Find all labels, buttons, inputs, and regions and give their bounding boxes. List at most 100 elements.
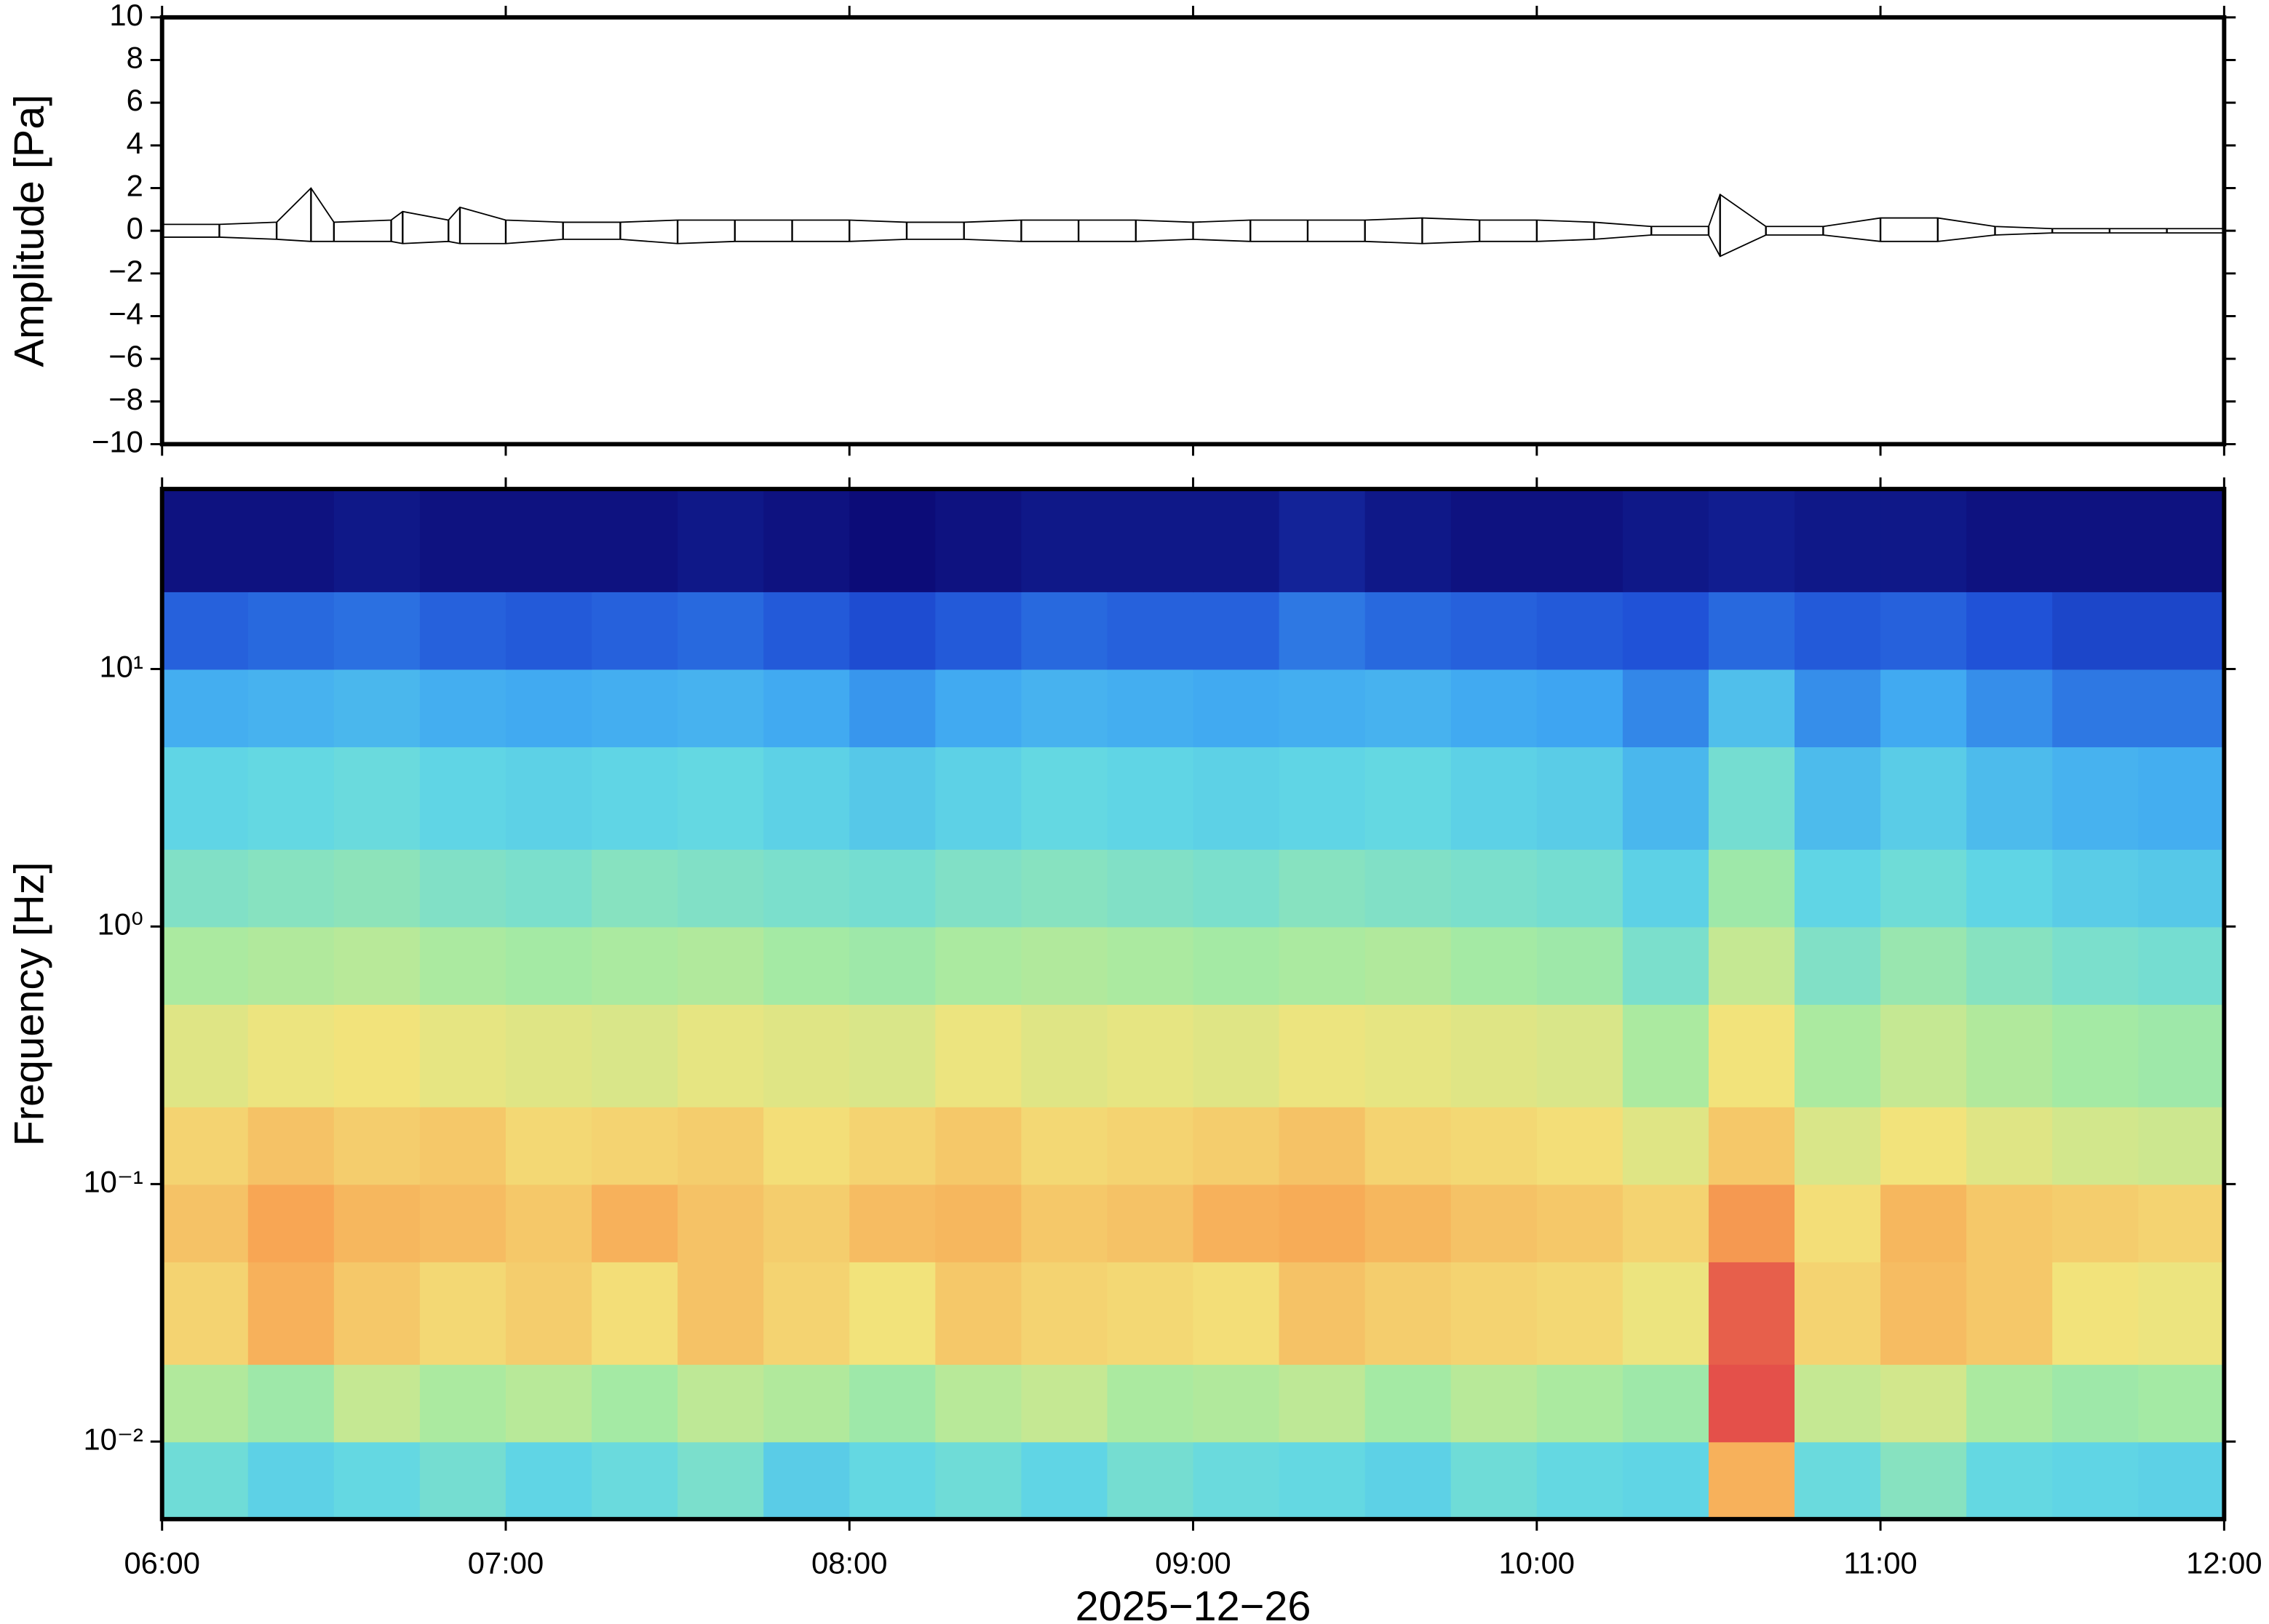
heat-cell: [592, 1003, 679, 1107]
heat-cell: [1193, 669, 1280, 748]
heat-cell: [1021, 1184, 1108, 1262]
heat-cell: [1966, 591, 2054, 670]
heat-cell: [849, 1364, 937, 1443]
heat-cell: [162, 1106, 249, 1185]
heat-cell: [2052, 1441, 2139, 1520]
heat-cell: [935, 848, 1022, 928]
heat-cell: [1536, 1184, 1624, 1262]
heat-cell: [592, 669, 679, 748]
heat-cell: [1708, 747, 1796, 850]
heat-cell: [592, 1261, 679, 1365]
heat-cell: [162, 669, 249, 748]
heat-cell: [1364, 489, 1452, 592]
x-tick-label: 10:00: [1499, 1546, 1575, 1580]
heat-cell: [333, 1106, 421, 1185]
heat-cell: [1795, 489, 1882, 592]
heat-cell: [935, 591, 1022, 670]
heat-cell: [1795, 669, 1882, 748]
heat-cell: [1880, 1003, 1968, 1107]
heat-cell: [592, 1364, 679, 1443]
heat-cell: [162, 1184, 249, 1262]
heat-cell: [849, 1106, 937, 1185]
heat-cell: [1708, 1106, 1796, 1185]
heat-cell: [1622, 1106, 1709, 1185]
heat-cell: [763, 1441, 851, 1520]
heat-cell: [1795, 1441, 1882, 1520]
heat-cell: [1450, 1184, 1538, 1262]
heat-cell: [677, 1441, 765, 1520]
heat-cell: [1795, 747, 1882, 850]
heat-cell: [419, 1364, 506, 1443]
heat-cell: [935, 1364, 1022, 1443]
y-tick-label: −10: [92, 424, 143, 458]
heat-cell: [1622, 591, 1709, 670]
heat-cell: [1279, 848, 1366, 928]
heat-cell: [1966, 1364, 2054, 1443]
heat-cell: [1622, 1184, 1709, 1262]
heat-cell: [1966, 489, 2054, 592]
heat-cell: [1536, 591, 1624, 670]
heat-cell: [1279, 926, 1366, 1005]
heat-cell: [1966, 669, 2054, 748]
heat-cell: [1622, 1003, 1709, 1107]
heat-cell: [592, 926, 679, 1005]
heat-cell: [1880, 669, 1968, 748]
heat-cell: [2138, 1441, 2225, 1520]
heat-cell: [162, 747, 249, 850]
heat-cell: [247, 669, 335, 748]
heat-cell: [1364, 669, 1452, 748]
heat-cell: [2052, 1184, 2139, 1262]
heat-cell: [333, 1261, 421, 1365]
heat-cell: [1450, 591, 1538, 670]
heat-cell: [1279, 1261, 1366, 1365]
y-tick-label: −4: [108, 297, 143, 331]
heat-cell: [505, 669, 593, 748]
x-tick-label: 09:00: [1155, 1546, 1231, 1580]
heat-cell: [1450, 747, 1538, 850]
heat-cell: [849, 591, 937, 670]
heat-cell: [763, 669, 851, 748]
heat-cell: [1708, 669, 1796, 748]
heat-cell: [1193, 591, 1280, 670]
heat-cell: [2138, 1003, 2225, 1107]
heat-cell: [1279, 1184, 1366, 1262]
heat-cell: [1708, 848, 1796, 928]
heat-cell: [1450, 1261, 1538, 1365]
heat-cell: [1193, 1261, 1280, 1365]
heat-cell: [162, 591, 249, 670]
heat-cell: [419, 747, 506, 850]
heat-cell: [1450, 1003, 1538, 1107]
heat-cell: [1795, 1106, 1882, 1185]
heat-cell: [1107, 1364, 1194, 1443]
heat-cell: [419, 591, 506, 670]
heat-cell: [1622, 1441, 1709, 1520]
heat-cell: [849, 926, 937, 1005]
heat-cell: [247, 1261, 335, 1365]
heat-cell: [1622, 1364, 1709, 1443]
heat-cell: [2052, 1364, 2139, 1443]
heat-cell: [1021, 669, 1108, 748]
heat-cell: [1795, 591, 1882, 670]
y-tick-label: −6: [108, 339, 143, 373]
heat-cell: [1364, 1106, 1452, 1185]
heat-cell: [592, 848, 679, 928]
heat-cell: [1450, 489, 1538, 592]
heat-cell: [1279, 1003, 1366, 1107]
heat-cell: [2052, 1003, 2139, 1107]
heat-cell: [677, 1261, 765, 1365]
heat-cell: [763, 848, 851, 928]
heat-cell: [1021, 1003, 1108, 1107]
heat-cell: [1279, 747, 1366, 850]
y-tick-label: 10⁻¹: [83, 1164, 143, 1198]
heat-cell: [1880, 591, 1968, 670]
heat-cell: [1279, 489, 1366, 592]
y-tick-label: 10: [109, 0, 143, 32]
heat-cell: [247, 1441, 335, 1520]
heat-cell: [333, 669, 421, 748]
heat-cell: [592, 747, 679, 850]
heat-cell: [677, 669, 765, 748]
heat-cell: [419, 489, 506, 592]
heat-cell: [1536, 1364, 1624, 1443]
x-tick-label: 12:00: [2186, 1546, 2262, 1580]
